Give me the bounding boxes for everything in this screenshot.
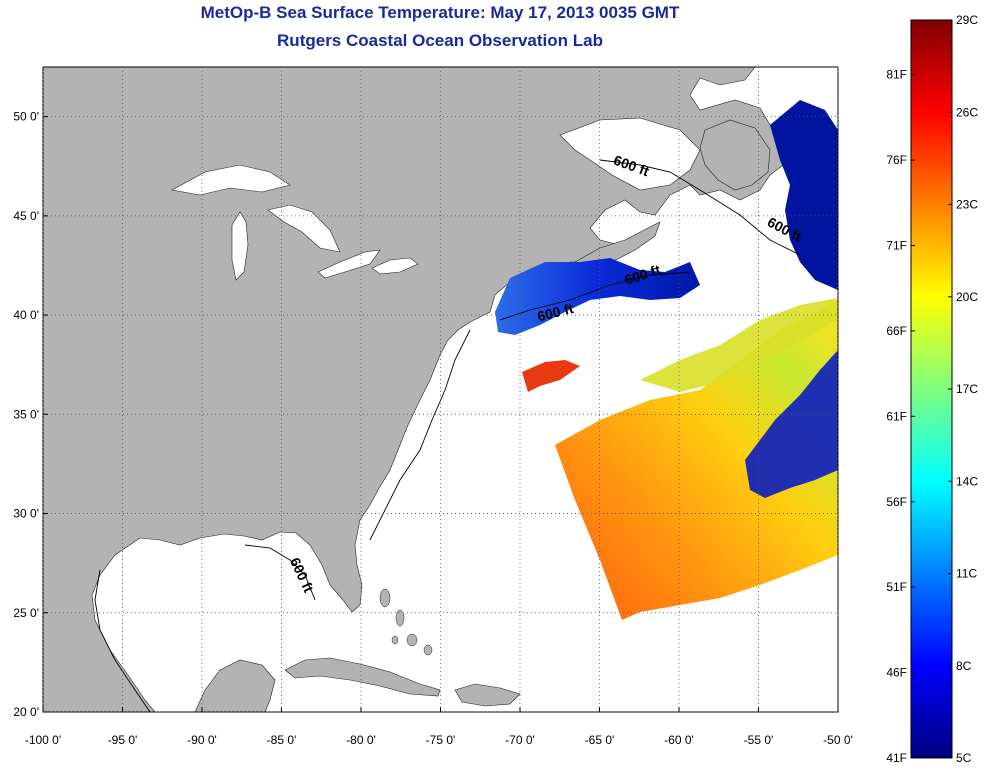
colorbar-label-celsius: 8C bbox=[956, 659, 972, 673]
sst-midlat bbox=[640, 298, 838, 392]
colorbar-label-fahrenheit: 66F bbox=[886, 324, 907, 338]
sst-warm-swath bbox=[555, 300, 838, 620]
sst-cold-patch bbox=[495, 258, 700, 335]
y-tick-label: 50 0' bbox=[13, 110, 39, 124]
great-lakes bbox=[171, 164, 419, 281]
land-bahamas bbox=[379, 588, 433, 656]
colorbar-label-fahrenheit: 56F bbox=[886, 495, 907, 509]
y-tick-label: 40 0' bbox=[13, 308, 39, 322]
land-yucatan bbox=[194, 659, 276, 712]
y-tick-label: 35 0' bbox=[13, 407, 39, 421]
x-tick-label: -90 0' bbox=[187, 733, 217, 747]
x-tick-label: -50 0' bbox=[823, 733, 853, 747]
colorbar-label-celsius: 5C bbox=[956, 751, 972, 765]
bathymetry-600ft bbox=[94, 159, 801, 712]
y-tick-label: 20 0' bbox=[13, 705, 39, 719]
x-tick-label: -55 0' bbox=[744, 733, 774, 747]
x-tick-label: -70 0' bbox=[505, 733, 535, 747]
x-tick-label: -85 0' bbox=[267, 733, 297, 747]
colorbar-label-celsius: 14C bbox=[956, 474, 978, 488]
y-tick-label: 45 0' bbox=[13, 209, 39, 223]
land-newfoundland bbox=[699, 119, 771, 191]
lat-lon-grid bbox=[42, 67, 839, 713]
colorbar-label-fahrenheit: 51F bbox=[886, 580, 907, 594]
colorbar-label-fahrenheit: 61F bbox=[886, 409, 907, 423]
colorbar-label-fahrenheit: 41F bbox=[886, 751, 907, 765]
colorbar-label-celsius: 17C bbox=[956, 382, 978, 396]
land-hispaniola bbox=[454, 683, 521, 707]
y-tick-label: 30 0' bbox=[13, 507, 39, 521]
colorbar bbox=[910, 19, 953, 759]
colorbar-label-celsius: 23C bbox=[956, 198, 978, 212]
x-tick-label: -100 0' bbox=[25, 733, 61, 747]
x-tick-label: -75 0' bbox=[426, 733, 456, 747]
sst-northeast-blue bbox=[770, 100, 838, 290]
x-tick-label: -65 0' bbox=[585, 733, 615, 747]
colorbar-label-fahrenheit: 71F bbox=[886, 239, 907, 253]
sst-cold-band bbox=[745, 350, 838, 498]
colorbar-ticks: 29C 26C 23C 20C 17C 14C 11C 8C 5C 81F 76F 71F 66F 61F… bbox=[886, 13, 978, 765]
x-tick-label: -95 0' bbox=[108, 733, 138, 747]
colorbar-label-celsius: 26C bbox=[956, 105, 978, 119]
map-layers bbox=[43, 67, 838, 712]
land-cuba bbox=[284, 657, 441, 697]
colorbar-label-celsius: 11C bbox=[956, 567, 977, 581]
colorbar-label-fahrenheit: 81F bbox=[886, 68, 907, 82]
axis-tick-labels: -100 0' -95 0' -90 0' -85 0' -80 0' -75 0' -70… bbox=[13, 110, 852, 747]
map-title: MetOp-B Sea Surface Temperature: May 17,… bbox=[200, 3, 680, 22]
colorbar-label-celsius: 20C bbox=[956, 290, 978, 304]
x-tick-label: -60 0' bbox=[664, 733, 694, 747]
colorbar-label-celsius: 29C bbox=[956, 13, 978, 27]
colorbar-label-fahrenheit: 46F bbox=[886, 666, 907, 680]
sst-warm-spot bbox=[522, 360, 580, 392]
y-tick-label: 25 0' bbox=[13, 606, 39, 620]
map-subtitle: Rutgers Coastal Ocean Observation Lab bbox=[277, 31, 603, 50]
colorbar-label-fahrenheit: 76F bbox=[886, 153, 907, 167]
x-tick-label: -80 0' bbox=[346, 733, 376, 747]
